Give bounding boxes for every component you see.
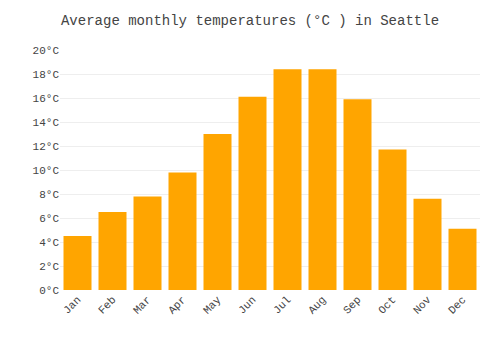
svg-text:14°C: 14°C bbox=[33, 117, 60, 129]
svg-text:6°C: 6°C bbox=[39, 213, 59, 225]
svg-text:Jul: Jul bbox=[271, 294, 293, 316]
svg-text:8°C: 8°C bbox=[39, 189, 59, 201]
svg-text:4°C: 4°C bbox=[39, 237, 59, 249]
svg-text:Mar: Mar bbox=[131, 294, 153, 316]
svg-text:10°C: 10°C bbox=[33, 165, 60, 177]
svg-text:16°C: 16°C bbox=[33, 93, 60, 105]
svg-text:20°C: 20°C bbox=[33, 45, 60, 57]
svg-text:18°C: 18°C bbox=[33, 69, 60, 81]
svg-text:Jan: Jan bbox=[61, 294, 83, 316]
svg-text:Jun: Jun bbox=[236, 294, 258, 316]
svg-text:2°C: 2°C bbox=[39, 261, 59, 273]
svg-text:Oct: Oct bbox=[376, 294, 398, 316]
svg-text:Feb: Feb bbox=[96, 294, 118, 316]
svg-text:Dec: Dec bbox=[446, 294, 468, 316]
svg-text:Sep: Sep bbox=[341, 294, 363, 316]
svg-text:May: May bbox=[201, 294, 224, 317]
svg-text:Average monthly temperatures (: Average monthly temperatures (°C ) in Se… bbox=[61, 13, 439, 29]
svg-text:12°C: 12°C bbox=[33, 141, 60, 153]
svg-text:0°C: 0°C bbox=[39, 285, 59, 297]
svg-text:Nov: Nov bbox=[411, 294, 434, 317]
svg-text:Aug: Aug bbox=[306, 294, 328, 316]
svg-text:Apr: Apr bbox=[166, 294, 188, 316]
